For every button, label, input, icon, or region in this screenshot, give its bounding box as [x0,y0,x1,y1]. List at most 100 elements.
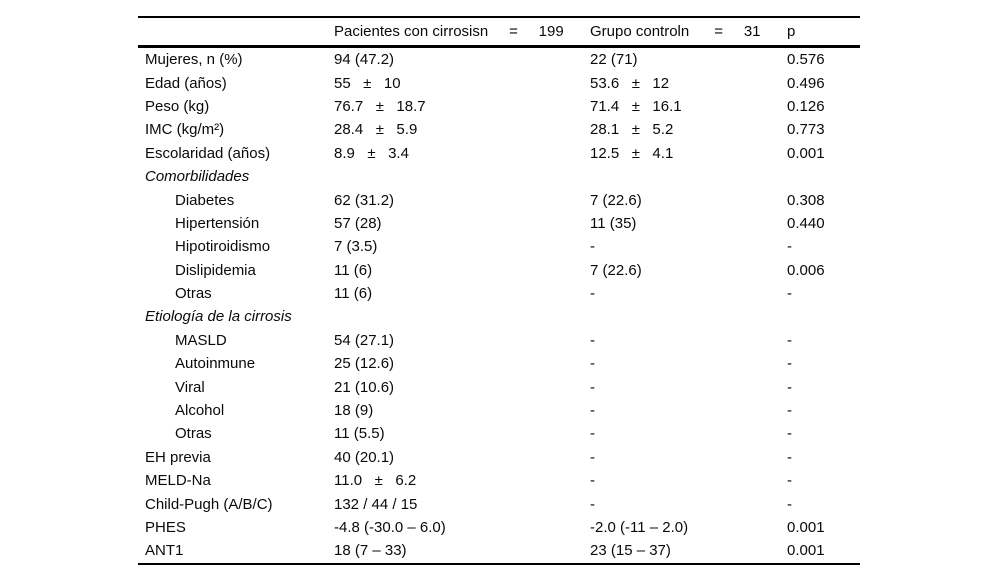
table-row: Comorbilidades [138,165,860,188]
p-value: 0.126 [787,97,825,115]
clinical-characteristics-table: Pacientes con cirrosisn = 199 Grupo cont… [138,16,860,565]
table-row: Mujeres, n (%) 94 (47.2) 22 (71) 0.576 [138,48,860,71]
cirrhosis-value: 25 (12.6) [334,355,395,373]
table-row: Child-Pugh (A/B/C) 132 / 44 / 15 - - [138,492,860,515]
control-value: 23 (15 – 37) [590,542,671,560]
cirrhosis-value: 11 (6) [334,285,373,303]
cirrhosis-value: 76.7 ± 18.7 [334,97,426,115]
row-label: Hipertensión [175,214,260,232]
table-row: Diabetes 62 (31.2) 7 (22.6) 0.308 [138,188,860,211]
row-label: Etiología de la cirrosis [145,308,292,326]
cirrhosis-value: -4.8 (-30.0 – 6.0) [334,519,446,536]
p-value: - [787,495,792,513]
cirrhosis-value: 18 (7 – 33) [334,542,407,560]
p-value: 0.496 [787,74,825,92]
control-value: - [590,402,595,420]
cirrhosis-value: 55 ± 10 [334,74,401,92]
row-label: Viral [175,378,205,396]
cirrhosis-value: 132 / 44 / 15 [334,495,418,513]
row-label: MELD-Na [145,472,211,490]
p-value: 0.001 [787,542,825,560]
row-label: Dislipidemia [175,261,256,279]
cirrhosis-value: 57 (28) [334,214,382,232]
p-value: - [787,402,792,420]
control-value: 71.4 ± 16.1 [590,97,682,115]
table-row: Autoinmune 25 (12.6) - - [138,352,860,375]
row-label: Diabetes [175,191,235,209]
p-value: 0.576 [787,51,825,69]
header-control-group: Grupo controln = 31 [590,23,761,40]
cirrhosis-value: 28.4 ± 5.9 [334,121,418,139]
cirrhosis-value: 18 (9) [334,402,374,420]
table-header-row: Pacientes con cirrosisn = 199 Grupo cont… [138,18,860,48]
p-value: - [787,331,792,349]
p-value: - [787,448,792,466]
control-value: - [590,355,595,373]
cirrhosis-value: 21 (10.6) [334,378,395,396]
table-row: Viral 21 (10.6) - - [138,375,860,398]
control-value: 22 (71) [590,51,638,69]
row-label: Otras [175,425,212,443]
p-value: - [787,355,792,373]
table-row: Otras 11 (5.5) - - [138,422,860,445]
row-label: Mujeres, n (%) [145,51,243,69]
header-cirrhosis-group: Pacientes con cirrosisn = 199 [334,23,564,40]
cirrhosis-value: 7 (3.5) [334,238,378,256]
row-label: MASLD [175,331,227,349]
control-value: 11 (35) [590,214,637,232]
control-value: 12.5 ± 4.1 [590,144,674,162]
table-body: Mujeres, n (%) 94 (47.2) 22 (71) 0.576 Edad … [138,48,860,563]
table-row: ANT1 18 (7 – 33) 23 (15 – 37) 0.001 [138,539,860,562]
row-label: Comorbilidades [145,168,250,186]
table-row: PHES -4.8 (-30.0 – 6.0) -2.0 (-11 – 2.0) 0.… [138,516,860,539]
p-value: - [787,472,792,490]
table-row: MASLD 54 (27.1) - - [138,329,860,352]
cirrhosis-value: 11 (6) [334,261,373,279]
control-value: 28.1 ± 5.2 [590,121,674,139]
control-value: - [590,425,595,443]
table-row: IMC (kg/m²) 28.4 ± 5.9 28.1 ± 5.2 0.773 [138,118,860,141]
cirrhosis-value: 8.9 ± 3.4 [334,144,409,162]
cirrhosis-value: 40 (20.1) [334,448,395,466]
control-value: - [590,472,595,490]
row-label: ANT1 [145,542,184,560]
cirrhosis-value: 11 (5.5) [334,425,385,443]
row-label: Edad (años) [145,74,227,92]
table-row: EH previa 40 (20.1) - - [138,446,860,469]
table-row: Alcohol 18 (9) - - [138,399,860,422]
row-label: Autoinmune [175,355,256,373]
table-row: Hipertensión 57 (28) 11 (35) 0.440 [138,212,860,235]
p-value: 0.006 [787,261,825,279]
control-value: 53.6 ± 12 [590,74,670,92]
p-value: - [787,285,792,303]
cirrhosis-value: 62 (31.2) [334,191,395,209]
row-label: Child-Pugh (A/B/C) [145,495,273,513]
control-value: 7 (22.6) [590,191,642,209]
table-row: Otras 11 (6) - - [138,282,860,305]
cirrhosis-value: 11.0 ± 6.2 [334,472,417,490]
p-value: - [787,378,792,396]
control-value: - [590,448,595,466]
cirrhosis-value: 54 (27.1) [334,331,395,349]
table-row: Escolaridad (años) 8.9 ± 3.4 12.5 ± 4.1 0.0… [138,142,860,165]
control-value: - [590,285,595,303]
control-value: - [590,378,595,396]
control-value: - [590,331,595,349]
header-p-column: p [787,23,796,40]
table-row: Etiología de la cirrosis [138,305,860,328]
table-row: MELD-Na 11.0 ± 6.2 - - [138,469,860,492]
row-label: PHES [145,519,186,536]
control-value: - [590,495,595,513]
row-label: Peso (kg) [145,97,210,115]
row-label: Alcohol [175,402,225,420]
row-label: Otras [175,285,212,303]
row-label: EH previa [145,448,211,466]
p-value: - [787,425,792,443]
row-label: Escolaridad (años) [145,144,271,162]
table-row: Dislipidemia 11 (6) 7 (22.6) 0.006 [138,259,860,282]
row-label: Hipotiroidismo [175,238,271,256]
p-value: 0.001 [787,519,825,536]
control-value: -2.0 (-11 – 2.0) [590,519,689,536]
table-row: Peso (kg) 76.7 ± 18.7 71.4 ± 16.1 0.126 [138,95,860,118]
